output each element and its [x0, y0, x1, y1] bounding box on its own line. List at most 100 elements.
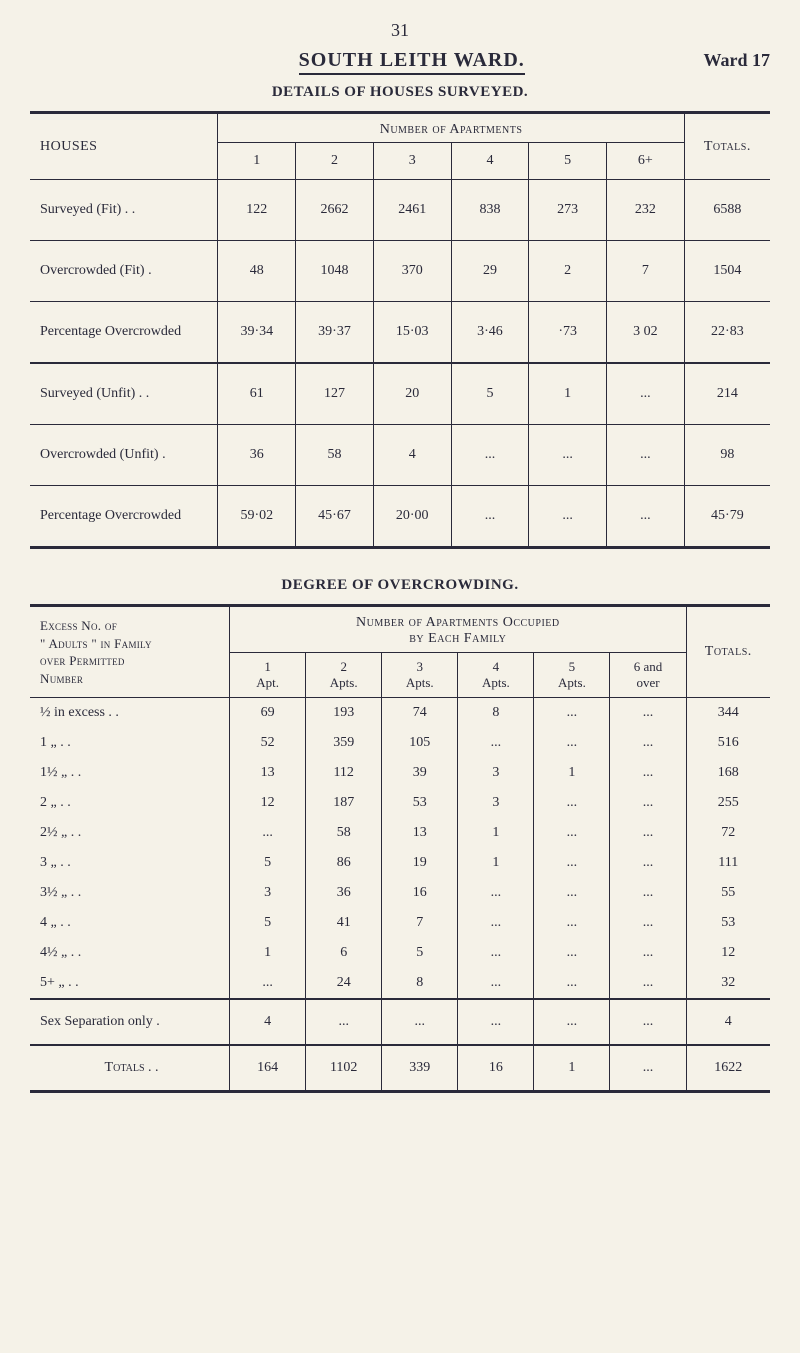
cell: ...	[451, 486, 529, 548]
cell: ...	[534, 938, 610, 968]
header-row: SOUTH LEITH WARD. Ward 17	[30, 49, 770, 72]
cell: 122	[218, 180, 296, 241]
cell: ...	[534, 908, 610, 938]
apartments-group-header: Number of Apartments	[218, 113, 684, 143]
cell: ...	[610, 848, 686, 878]
cell: ...	[458, 999, 534, 1045]
cell: ...	[534, 878, 610, 908]
row-label: Percentage Overcrowded	[30, 302, 218, 364]
cell: 12	[686, 938, 770, 968]
cell: 111	[686, 848, 770, 878]
cell: ...	[458, 728, 534, 758]
cell: 45·79	[684, 486, 770, 548]
cell: 3	[458, 758, 534, 788]
cell: 20·00	[373, 486, 451, 548]
cell: 5	[382, 938, 458, 968]
row-label: 1½ „ . .	[30, 758, 230, 788]
cell: ...	[610, 818, 686, 848]
row-label: Overcrowded (Fit) .	[30, 241, 218, 302]
cell: ...	[230, 818, 306, 848]
cell: 16	[458, 1045, 534, 1092]
apartments-occupied-header: Number of Apartments Occupied by Each Fa…	[230, 606, 686, 653]
row-label: 4½ „ . .	[30, 938, 230, 968]
excess-header-l3: over Permitted	[40, 653, 125, 668]
cell: 359	[306, 728, 382, 758]
cell: 24	[306, 968, 382, 999]
sex-separation-row: Sex Separation only .4...............4	[30, 999, 770, 1045]
excess-header-l2: " Adults " in Family	[40, 636, 152, 651]
cell: 187	[306, 788, 382, 818]
cell: 1048	[296, 241, 374, 302]
cell: ...	[610, 698, 686, 729]
row-label: 3½ „ . .	[30, 878, 230, 908]
col-header: 4Apts.	[458, 652, 534, 698]
cell: 232	[607, 180, 685, 241]
cell: ...	[534, 788, 610, 818]
apartments-occupied-l2: by Each Family	[409, 631, 506, 646]
cell: 59·02	[218, 486, 296, 548]
table-row: 2 „ . .12187533......255	[30, 788, 770, 818]
col-header: 6+	[607, 143, 685, 180]
cell: ...	[382, 999, 458, 1045]
cell: 1	[458, 848, 534, 878]
table-row: 1 „ . .52359105.........516	[30, 728, 770, 758]
cell: 41	[306, 908, 382, 938]
col-header: 4	[451, 143, 529, 180]
cell: 164	[230, 1045, 306, 1092]
cell: 370	[373, 241, 451, 302]
excess-header-l4: Number	[40, 671, 83, 686]
cell: 273	[529, 180, 607, 241]
cell: 193	[306, 698, 382, 729]
cell: ...	[610, 968, 686, 999]
table-row: Surveyed (Fit) . .1222662246183827323265…	[30, 180, 770, 241]
col-header: 3	[373, 143, 451, 180]
cell: ...	[534, 999, 610, 1045]
cell: 52	[230, 728, 306, 758]
col-header: 5Apts.	[534, 652, 610, 698]
row-label: Overcrowded (Unfit) .	[30, 425, 218, 486]
cell: 1	[534, 1045, 610, 1092]
cell: 48	[218, 241, 296, 302]
ward-number: Ward 17	[703, 50, 770, 71]
cell: 15·03	[373, 302, 451, 364]
houses-table: HOUSES Number of Apartments Totals. 1234…	[30, 111, 770, 549]
cell: ...	[230, 968, 306, 999]
cell: 105	[382, 728, 458, 758]
cell: ...	[458, 878, 534, 908]
cell: 12	[230, 788, 306, 818]
col-header: 5	[529, 143, 607, 180]
cell: 29	[451, 241, 529, 302]
cell: 1622	[686, 1045, 770, 1092]
cell: 72	[686, 818, 770, 848]
cell: 2	[529, 241, 607, 302]
cell: 58	[306, 818, 382, 848]
cell: ...	[610, 878, 686, 908]
cell: 36	[218, 425, 296, 486]
cell: 7	[382, 908, 458, 938]
table-row: 3½ „ . .33616.........55	[30, 878, 770, 908]
cell: 1102	[306, 1045, 382, 1092]
cell: ...	[610, 999, 686, 1045]
houses-header: HOUSES	[30, 113, 218, 180]
cell: ...	[610, 788, 686, 818]
cell: 255	[686, 788, 770, 818]
cell: ...	[451, 425, 529, 486]
table-row: 5+ „ . ....248.........32	[30, 968, 770, 999]
cell: 127	[296, 363, 374, 425]
col-header: 2Apts.	[306, 652, 382, 698]
cell: 3 02	[607, 302, 685, 364]
row-label: 2 „ . .	[30, 788, 230, 818]
cell: 39·34	[218, 302, 296, 364]
cell: 32	[686, 968, 770, 999]
table-row: ½ in excess . .69193748......344	[30, 698, 770, 729]
table-row: 1½ „ . .131123931...168	[30, 758, 770, 788]
cell: ...	[534, 698, 610, 729]
table2-title: DEGREE OF OVERCROWDING.	[30, 577, 770, 594]
cell: 4	[230, 999, 306, 1045]
cell: 13	[382, 818, 458, 848]
cell: 1	[458, 818, 534, 848]
cell: 1504	[684, 241, 770, 302]
cell: 2461	[373, 180, 451, 241]
cell: ...	[458, 908, 534, 938]
cell: ...	[529, 425, 607, 486]
